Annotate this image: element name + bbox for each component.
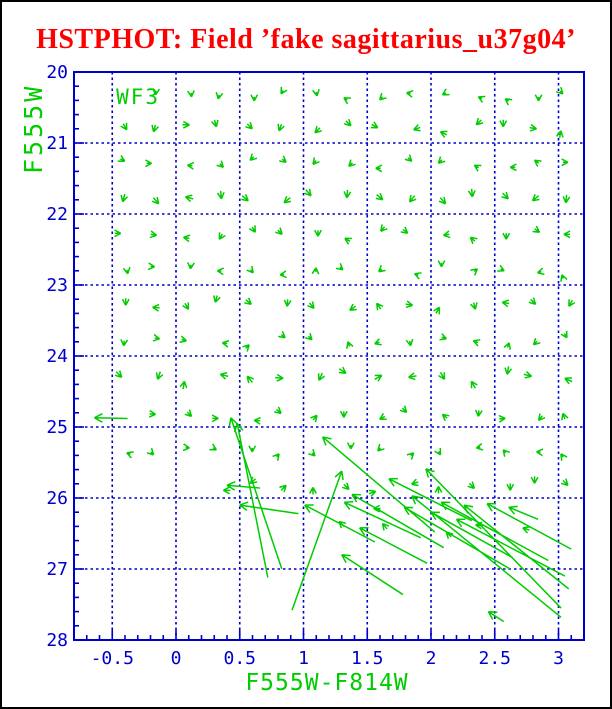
- svg-text:1: 1: [298, 648, 309, 669]
- tick-labels: -0.5 0 0.5 1 1.5 2 2.5 3 20 21 22 23 24 25 26 27 28: [46, 62, 564, 669]
- svg-text:28: 28: [46, 630, 68, 651]
- svg-text:26: 26: [46, 488, 68, 509]
- svg-text:20: 20: [46, 62, 68, 83]
- svg-text:F555W: F555W: [19, 84, 48, 174]
- svg-text:2: 2: [426, 648, 437, 669]
- svg-text:22: 22: [46, 204, 68, 225]
- svg-text:27: 27: [46, 559, 68, 580]
- svg-text:0.5: 0.5: [223, 648, 256, 669]
- svg-text:21: 21: [46, 133, 68, 154]
- svg-text:25: 25: [46, 417, 68, 438]
- svg-text:0: 0: [171, 648, 182, 669]
- svg-text:F555W-F814W: F555W-F814W: [245, 670, 408, 696]
- svg-text:-0.5: -0.5: [91, 648, 134, 669]
- svg-text:24: 24: [46, 346, 68, 367]
- vector-arrows: [94, 86, 576, 623]
- svg-text:2.5: 2.5: [478, 648, 511, 669]
- svg-text:3: 3: [553, 648, 564, 669]
- svg-text:23: 23: [46, 275, 68, 296]
- svg-text:WF3: WF3: [116, 85, 160, 109]
- svg-text:1.5: 1.5: [351, 648, 384, 669]
- axis-titles: F555W-F814W F555W: [19, 84, 408, 696]
- gridlines: [74, 72, 584, 640]
- axis-ticks: [73, 71, 585, 641]
- page-title: HSTPHOT: Field ’fake sagittarius_u37g04’: [36, 24, 576, 55]
- field-label: WF3: [116, 85, 160, 109]
